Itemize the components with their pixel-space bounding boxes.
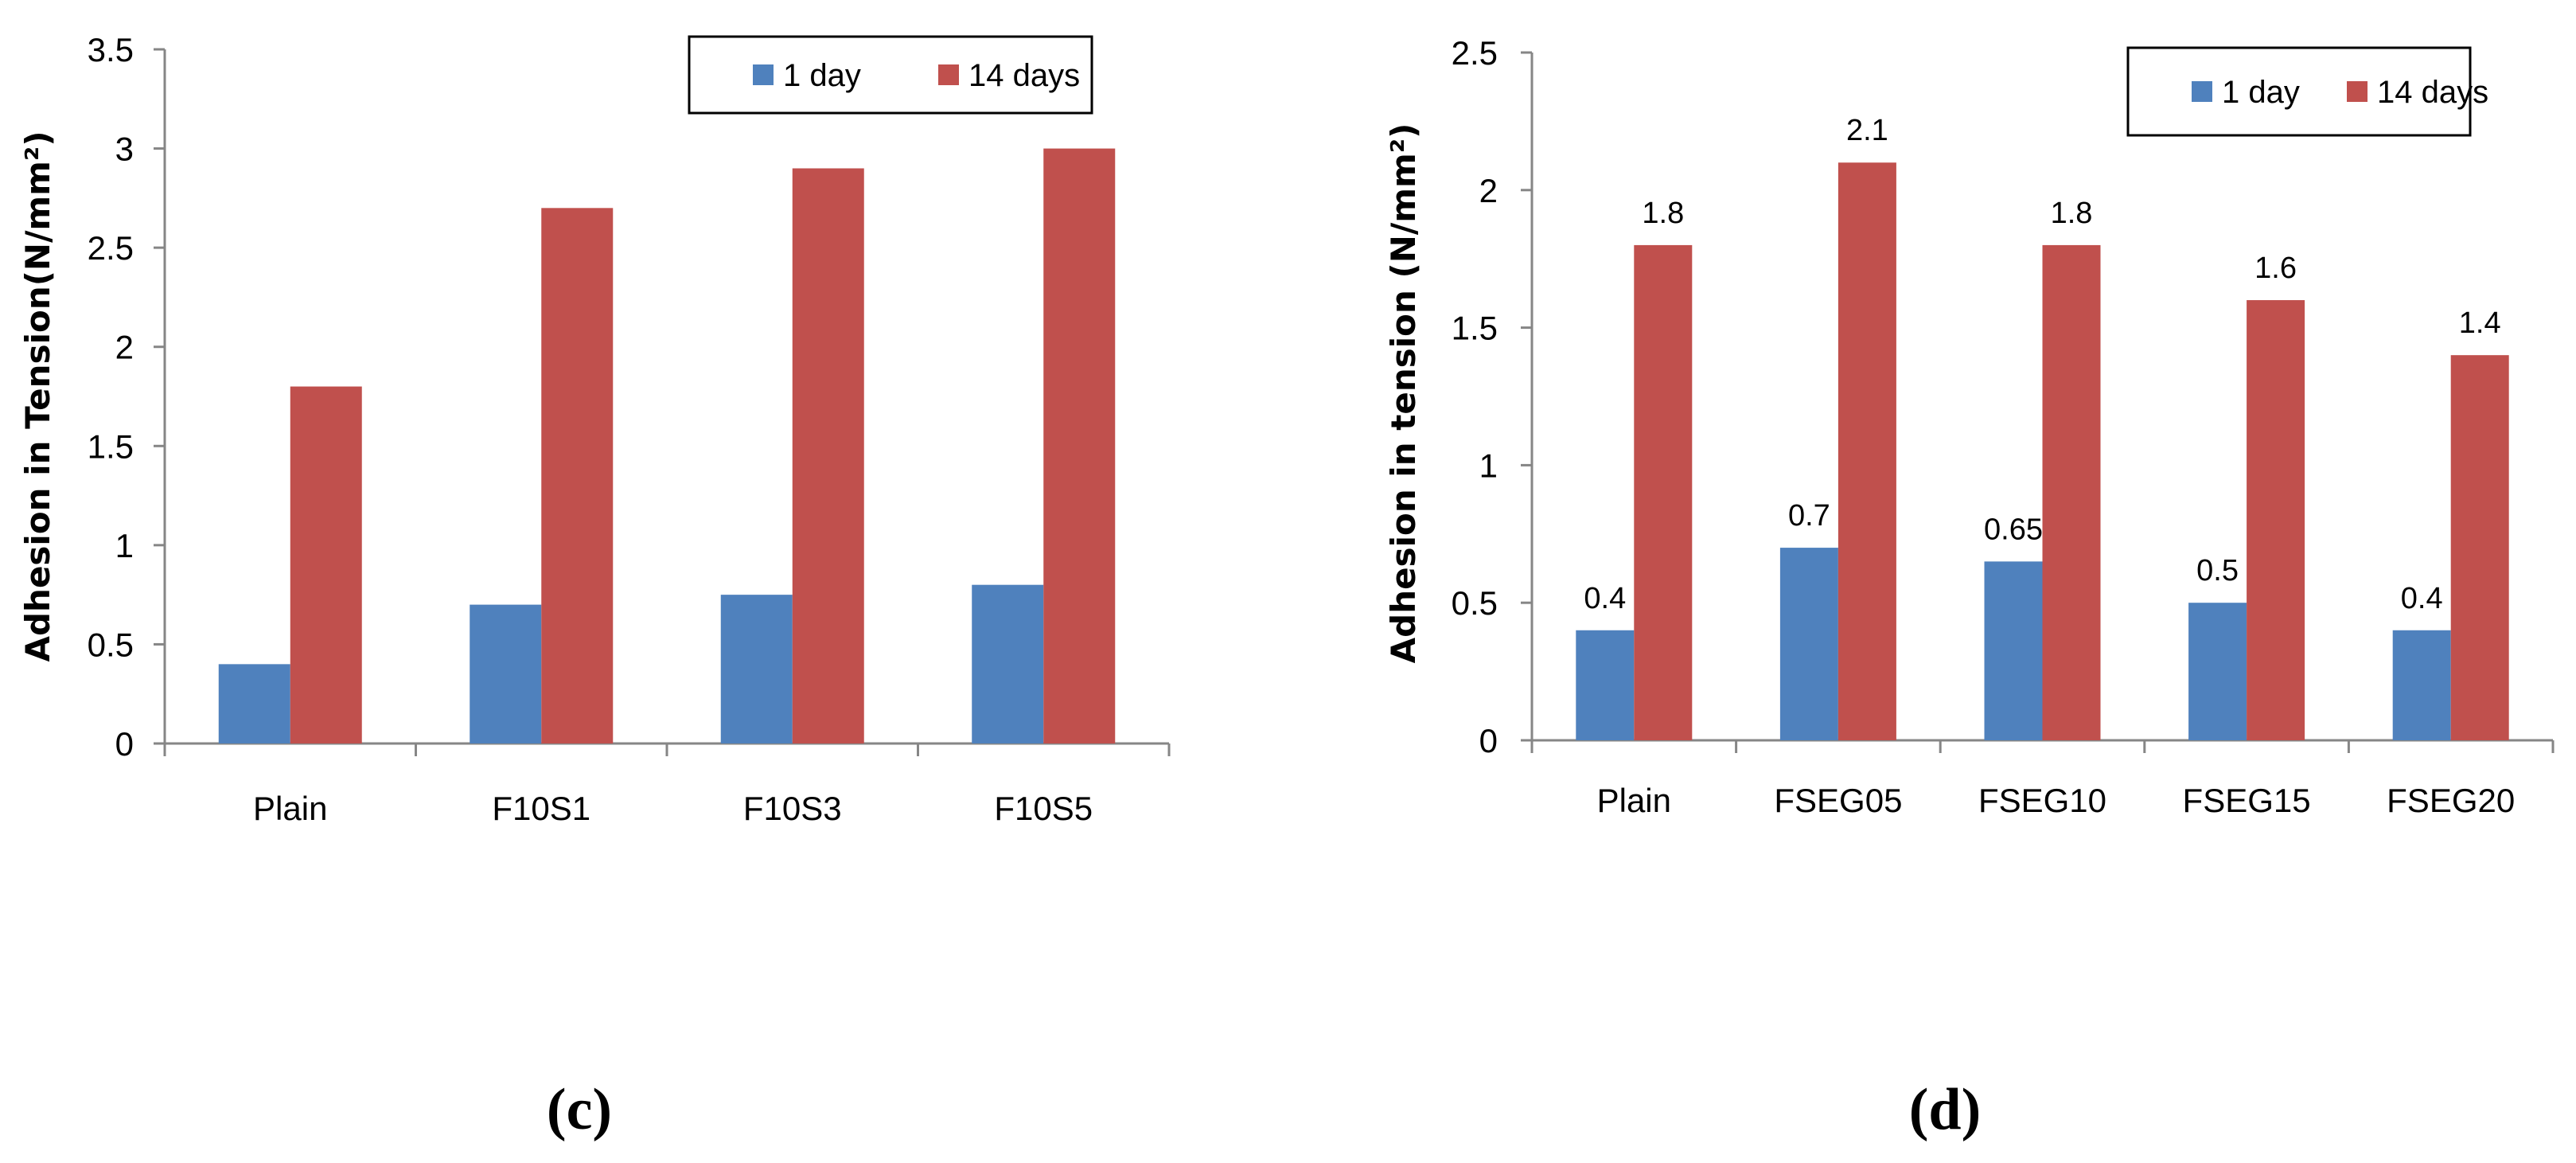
data-label: 0.4: [2401, 582, 2443, 615]
legend-box: [2126, 46, 2472, 137]
x-category-label: FSEG20: [2387, 782, 2515, 819]
x-category-label: Plain: [1597, 782, 1671, 819]
y-tick-label: 2.5: [1452, 34, 1498, 72]
data-label: 1.4: [2459, 306, 2501, 340]
bar-14-days: [290, 386, 362, 743]
y-axis-title: Adhesion in tension (N/mm²): [1384, 123, 1423, 664]
data-label: 0.65: [1984, 513, 2043, 546]
bar-14-days: [2247, 300, 2305, 740]
chart-c: 0 0.5 1 1.5 2 2.5 3 3.5 Plain F10S1 F10S3 F10S5 Adhe…: [18, 31, 1171, 1142]
y-tick-label: 0: [1479, 722, 1498, 759]
data-label: 1.8: [1642, 197, 1684, 230]
legend-label: 1 day: [2222, 75, 2300, 110]
y-tick-label: 2: [115, 329, 134, 366]
bar-14-days: [2450, 355, 2509, 740]
legend-swatch: [753, 64, 774, 85]
y-tick-label: 1: [1479, 447, 1498, 484]
chart-d: 0 0.5 1 1.5 2 2.5 Plain 0.4 1.8 FSEG05 0.7 2.1 FSEG1…: [1384, 34, 2555, 1142]
bar-14-days: [541, 208, 614, 743]
bar-14-days: [1043, 148, 1116, 744]
x-category-label: FSEG10: [1978, 782, 2106, 819]
legend-label: 14 days: [2377, 75, 2488, 110]
panel-label: (c): [547, 1077, 612, 1142]
y-tick-label: 1.5: [1452, 310, 1498, 347]
x-category-label: F10S5: [994, 790, 1093, 827]
x-category-label: F10S3: [743, 790, 842, 827]
y-tick-label: 1.5: [88, 427, 134, 465]
bar-14-days: [1634, 244, 1693, 740]
data-label: 1.8: [2051, 197, 2093, 230]
data-label: 0.7: [1788, 499, 1830, 533]
bar-1-day: [972, 584, 1044, 743]
bar-1-day: [2188, 603, 2247, 740]
bar-14-days: [1837, 162, 1896, 741]
y-tick-label: 3.5: [88, 31, 134, 68]
y-tick-label: 3: [115, 131, 134, 168]
bar-1-day: [470, 604, 542, 743]
y-tick-label: 0: [115, 725, 134, 763]
legend: 1 day 14 days: [688, 35, 1093, 115]
legend-swatch: [2192, 81, 2212, 102]
legend: 1 day 14 days: [2126, 46, 2488, 137]
y-tick-label: 2.5: [88, 229, 134, 267]
bar-1-day: [1779, 548, 1838, 740]
data-label: 2.1: [1846, 114, 1888, 147]
bar-14-days: [792, 168, 864, 743]
bar-1-day: [218, 664, 290, 743]
y-tick-label: 0.5: [1452, 584, 1498, 622]
x-category-label: Plain: [253, 790, 327, 827]
bar-1-day: [1576, 630, 1635, 740]
legend-swatch: [938, 64, 959, 85]
bar-1-day: [1984, 561, 2043, 740]
x-category-label: F10S1: [492, 790, 590, 827]
data-label: 1.6: [2254, 252, 2297, 285]
y-axis-title: Adhesion in Tension(N/mm²): [18, 131, 57, 662]
bar-1-day: [720, 595, 793, 743]
legend-label: 14 days: [968, 58, 1080, 93]
y-tick-label: 1: [115, 527, 134, 564]
x-category-label: FSEG15: [2183, 782, 2311, 819]
legend-swatch: [2347, 81, 2368, 102]
y-tick-label: 0.5: [88, 626, 134, 663]
bar-1-day: [2392, 630, 2451, 740]
legend-label: 1 day: [783, 58, 861, 93]
x-category-label: FSEG05: [1774, 782, 1902, 819]
panel-label: (d): [1909, 1077, 1981, 1142]
data-label: 0.4: [1584, 582, 1626, 615]
data-label: 0.5: [2196, 554, 2239, 587]
y-tick-label: 2: [1479, 172, 1498, 209]
bar-14-days: [2042, 244, 2101, 740]
